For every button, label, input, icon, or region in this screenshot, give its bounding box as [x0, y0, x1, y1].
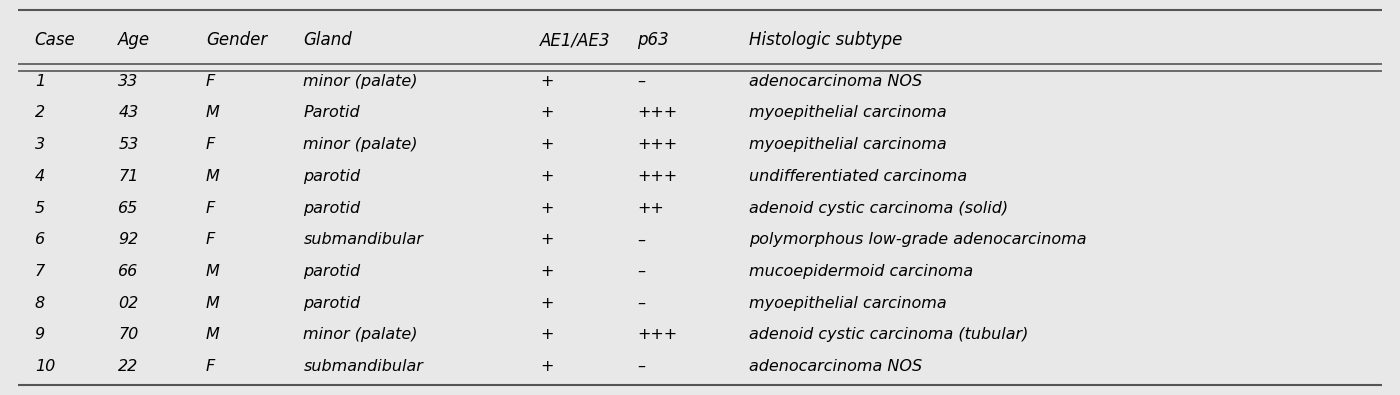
Text: 7: 7 [35, 264, 45, 279]
Text: Histologic subtype: Histologic subtype [749, 31, 902, 49]
Text: 43: 43 [118, 105, 139, 120]
Text: p63: p63 [637, 31, 669, 49]
Text: –: – [637, 74, 645, 89]
Text: +: + [540, 232, 553, 247]
Text: +++: +++ [637, 137, 678, 152]
Text: F: F [206, 232, 216, 247]
Text: myoepithelial carcinoma: myoepithelial carcinoma [749, 296, 946, 311]
Text: 3: 3 [35, 137, 45, 152]
Text: 1: 1 [35, 74, 45, 89]
Text: +: + [540, 74, 553, 89]
Text: Age: Age [118, 31, 150, 49]
Text: adenocarcinoma NOS: adenocarcinoma NOS [749, 359, 921, 374]
Text: 2: 2 [35, 105, 45, 120]
Text: +: + [540, 296, 553, 311]
Text: ++: ++ [637, 201, 664, 216]
Text: M: M [206, 105, 220, 120]
Text: +++: +++ [637, 105, 678, 120]
Text: +: + [540, 264, 553, 279]
Text: F: F [206, 359, 216, 374]
Text: –: – [637, 359, 645, 374]
Text: F: F [206, 74, 216, 89]
Text: 66: 66 [118, 264, 139, 279]
Text: adenoid cystic carcinoma (solid): adenoid cystic carcinoma (solid) [749, 201, 1008, 216]
Text: Parotid: Parotid [304, 105, 360, 120]
Text: myoepithelial carcinoma: myoepithelial carcinoma [749, 137, 946, 152]
Text: minor (palate): minor (palate) [304, 74, 417, 89]
Text: M: M [206, 264, 220, 279]
Text: +: + [540, 327, 553, 342]
Text: adenoid cystic carcinoma (tubular): adenoid cystic carcinoma (tubular) [749, 327, 1028, 342]
Text: Case: Case [35, 31, 76, 49]
Text: F: F [206, 137, 216, 152]
Text: +: + [540, 201, 553, 216]
Text: +: + [540, 169, 553, 184]
Text: 92: 92 [118, 232, 139, 247]
Text: +: + [540, 105, 553, 120]
Text: 53: 53 [118, 137, 139, 152]
Text: 10: 10 [35, 359, 55, 374]
Text: M: M [206, 327, 220, 342]
Text: +: + [540, 359, 553, 374]
Text: parotid: parotid [304, 201, 361, 216]
Text: –: – [637, 264, 645, 279]
Text: minor (palate): minor (palate) [304, 137, 417, 152]
Text: 9: 9 [35, 327, 45, 342]
Text: Gland: Gland [304, 31, 353, 49]
Text: undifferentiated carcinoma: undifferentiated carcinoma [749, 169, 967, 184]
Text: Gender: Gender [206, 31, 267, 49]
Text: 4: 4 [35, 169, 45, 184]
Text: M: M [206, 296, 220, 311]
Text: 5: 5 [35, 201, 45, 216]
Text: parotid: parotid [304, 169, 361, 184]
Text: +++: +++ [637, 327, 678, 342]
Text: polymorphous low-grade adenocarcinoma: polymorphous low-grade adenocarcinoma [749, 232, 1086, 247]
Text: submandibular: submandibular [304, 359, 423, 374]
Text: 6: 6 [35, 232, 45, 247]
Text: submandibular: submandibular [304, 232, 423, 247]
Text: mucoepidermoid carcinoma: mucoepidermoid carcinoma [749, 264, 973, 279]
Text: 02: 02 [118, 296, 139, 311]
Text: adenocarcinoma NOS: adenocarcinoma NOS [749, 74, 921, 89]
Text: +++: +++ [637, 169, 678, 184]
Text: minor (palate): minor (palate) [304, 327, 417, 342]
Text: –: – [637, 232, 645, 247]
Text: 70: 70 [118, 327, 139, 342]
Text: parotid: parotid [304, 296, 361, 311]
Text: +: + [540, 137, 553, 152]
Text: 65: 65 [118, 201, 139, 216]
Text: 22: 22 [118, 359, 139, 374]
Text: 33: 33 [118, 74, 139, 89]
Text: –: – [637, 296, 645, 311]
Text: myoepithelial carcinoma: myoepithelial carcinoma [749, 105, 946, 120]
Text: 8: 8 [35, 296, 45, 311]
Text: parotid: parotid [304, 264, 361, 279]
Text: 71: 71 [118, 169, 139, 184]
Text: M: M [206, 169, 220, 184]
Text: F: F [206, 201, 216, 216]
Text: AE1/AE3: AE1/AE3 [540, 31, 610, 49]
